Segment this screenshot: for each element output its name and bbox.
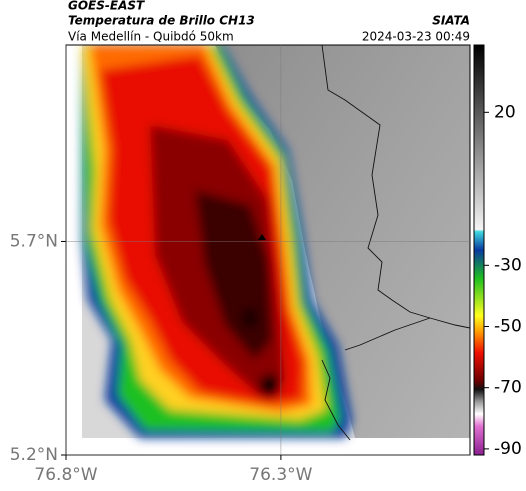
datetime: 2024-03-23 00:49: [362, 30, 470, 44]
lat-tick-label: 5.7°N: [10, 231, 58, 251]
colorbar-tick-label: -30: [494, 255, 522, 275]
lon-tick-label: 76.3°W: [249, 465, 312, 485]
title: Temperatura de Brillo CH13: [68, 14, 255, 28]
colorbar-tick-label: 20: [494, 102, 516, 122]
colorbar: [473, 44, 485, 456]
colorbar-tick-label: -70: [494, 378, 522, 398]
lat-tick-label: 5.2°N: [10, 445, 58, 465]
lon-tick-label: 76.8°W: [34, 465, 97, 485]
colorbar-tick-label: -90: [494, 439, 522, 459]
source: SIATA: [432, 14, 470, 28]
satellite: GOES-EAST: [68, 0, 145, 13]
colorbar-tick-label: -50: [494, 316, 522, 336]
subtitle: Vía Medellín - Quibdó 50km: [68, 30, 234, 44]
satellite-image: [66, 45, 470, 455]
